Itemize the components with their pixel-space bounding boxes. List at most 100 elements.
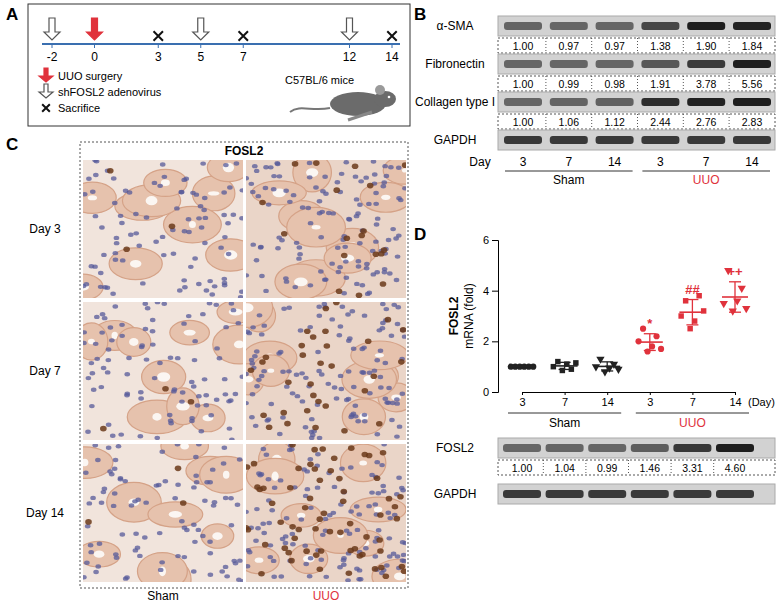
data-point [596,357,604,364]
blot-row-label: Collagen type I [415,95,495,109]
blot-band [733,98,771,106]
legend-text: Sacrifice [58,102,100,114]
quant-divider [729,114,730,129]
quant-box [498,460,775,475]
blot-background [498,16,775,36]
blot-b-panel: α-SMA1.000.970.971.381.901.84Fibronectin… [415,16,775,187]
blot-band [503,490,541,498]
timeline-hollow-arrow [39,84,53,98]
quant-label: 1.84 [742,40,763,52]
scatter-panel: 024637143714(Day)FOSL2mRNA (fold)ShamUUO… [447,234,775,430]
ihc-column-label: UUO [313,589,340,603]
ihc-image [83,160,243,298]
timeline-panel: -203571214UUO surgeryshFOSL2 adenovirusS… [28,4,410,126]
blot-band [596,136,634,144]
quant-label: 1.00 [513,116,534,128]
blot-band [546,490,584,498]
ihc-row-label: Day 3 [29,222,61,236]
day-tick-label: 3 [520,155,527,169]
timeline-red-arrow [87,18,103,40]
quant-divider [683,114,684,129]
panel-label: C [6,135,18,154]
data-point [555,359,560,364]
figure: ABCD-203571214UUO surgeryshFOSL2 adenovi… [0,0,780,605]
group-line [505,171,633,172]
timeline-tick [349,44,350,48]
ihc-panel: FOSL2Day 3ShamUUODay 7Day 14 [26,142,428,603]
timeline-tick-label: 12 [343,50,357,64]
x-tick-mark [735,392,736,395]
y-tick-mark [492,392,498,393]
quant-divider [585,460,586,475]
quant-label: 0.97 [604,40,625,52]
quant-divider [671,460,672,475]
y-tick-label: 0 [483,386,489,398]
x-tick-label: 7 [690,396,696,408]
quant-label: 1.46 [640,462,661,474]
quant-divider [713,460,714,475]
blot-band [687,98,725,106]
group-label: Sham [549,416,580,430]
x-tick: 3 [647,392,653,408]
legend-text: UUO surgery [58,70,123,82]
blot-row-label: α-SMA [437,19,474,33]
blot-band [550,136,588,144]
x-axis-line [523,393,736,396]
significance-label: * [647,316,653,331]
quant-divider [637,38,638,53]
blot-band [503,444,541,452]
quant-label: 1.90 [696,40,717,52]
blot-background [498,130,775,150]
significance-label: ++ [727,264,743,279]
group-line [642,171,770,172]
day-tick-label: 3 [657,155,664,169]
blot-band [550,22,588,30]
blot-band [687,22,725,30]
group-line [508,413,621,414]
data-point [742,306,750,313]
data-point [614,367,622,374]
timeline-tick [200,44,201,48]
blot-band [641,22,679,30]
mouse-illustration [290,85,396,120]
x-tick: 7 [562,392,568,408]
quant-divider [591,38,592,53]
blot-background [498,438,775,458]
ihc-frame [80,142,408,588]
quant-divider [545,114,546,129]
timeline-tick-label: 3 [155,50,162,64]
blot-band [716,444,754,452]
data-point [573,360,578,365]
blot-band [631,490,669,498]
data-point [640,326,646,332]
quant-label: 2.76 [696,116,717,128]
x-tick: 7 [690,392,696,408]
quant-box [498,76,775,91]
ihc-title: FOSL2 [225,144,264,158]
timeline-tick [52,44,53,48]
panel-label: A [6,5,18,24]
data-point [678,313,683,318]
timeline-tick [94,44,95,48]
group-label: UUO [693,173,720,187]
blot-band [596,98,634,106]
quant-label: 1.00 [512,462,533,474]
animal-label: C57BL/6 mice [285,74,354,86]
blot-band [687,60,725,68]
data-point [683,298,688,303]
day-tick-label: 7 [703,155,710,169]
quant-divider [637,76,638,91]
blot-band [733,22,771,30]
timeline-hollow-arrow [193,18,209,40]
timeline-tick-label: 7 [240,50,247,64]
y-axis-title: FOSL2 [447,296,461,335]
quant-label: 2.44 [650,116,671,128]
y-tick: 4 [483,285,498,297]
blot-background [498,92,775,112]
blot-band [588,444,626,452]
quant-divider [545,38,546,53]
quant-label: 0.99 [597,462,618,474]
day-tick-label: 7 [565,155,572,169]
x-tick-mark [692,392,693,395]
quant-divider [729,76,730,91]
